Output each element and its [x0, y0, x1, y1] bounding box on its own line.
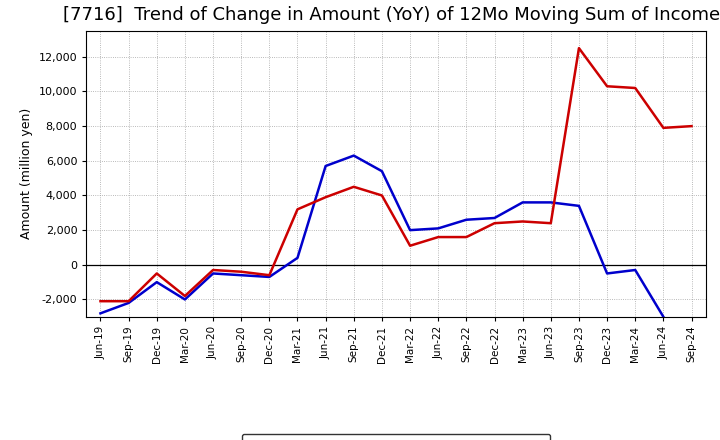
Net Income: [265, 272, 274, 278]
Net Income: [575, 45, 583, 51]
Ordinary Income: [406, 227, 415, 233]
Net Income: [181, 293, 189, 299]
Net Income: [321, 194, 330, 200]
Net Income: [377, 193, 386, 198]
Net Income: [125, 299, 133, 304]
Ordinary Income: [631, 268, 639, 273]
Line: Net Income: Net Income: [101, 48, 691, 301]
Ordinary Income: [575, 203, 583, 209]
Ordinary Income: [209, 271, 217, 276]
Ordinary Income: [490, 215, 499, 220]
Legend: Ordinary Income, Net Income: Ordinary Income, Net Income: [242, 434, 550, 440]
Y-axis label: Amount (million yen): Amount (million yen): [20, 108, 33, 239]
Ordinary Income: [659, 314, 667, 319]
Net Income: [687, 124, 696, 129]
Net Income: [659, 125, 667, 131]
Line: Ordinary Income: Ordinary Income: [101, 156, 663, 317]
Ordinary Income: [321, 163, 330, 169]
Ordinary Income: [265, 274, 274, 279]
Ordinary Income: [125, 300, 133, 305]
Title: [7716]  Trend of Change in Amount (YoY) of 12Mo Moving Sum of Incomes: [7716] Trend of Change in Amount (YoY) o…: [63, 6, 720, 24]
Net Income: [96, 299, 105, 304]
Net Income: [462, 235, 471, 240]
Ordinary Income: [96, 311, 105, 316]
Ordinary Income: [462, 217, 471, 222]
Ordinary Income: [153, 279, 161, 285]
Net Income: [293, 207, 302, 212]
Net Income: [546, 220, 555, 226]
Ordinary Income: [181, 297, 189, 302]
Net Income: [209, 268, 217, 273]
Ordinary Income: [293, 255, 302, 260]
Net Income: [434, 235, 443, 240]
Net Income: [406, 243, 415, 248]
Ordinary Income: [237, 272, 246, 278]
Net Income: [153, 271, 161, 276]
Ordinary Income: [434, 226, 443, 231]
Net Income: [603, 84, 611, 89]
Ordinary Income: [518, 200, 527, 205]
Ordinary Income: [377, 169, 386, 174]
Net Income: [349, 184, 358, 190]
Ordinary Income: [546, 200, 555, 205]
Ordinary Income: [349, 153, 358, 158]
Ordinary Income: [603, 271, 611, 276]
Net Income: [631, 85, 639, 91]
Net Income: [490, 220, 499, 226]
Net Income: [237, 269, 246, 275]
Net Income: [518, 219, 527, 224]
